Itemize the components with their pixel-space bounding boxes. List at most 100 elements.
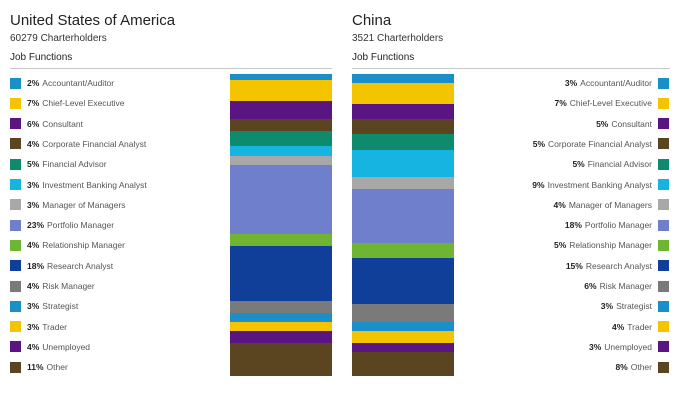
usa-bar-segment-other bbox=[230, 342, 332, 377]
china-legend-item-unemployed: 3% Unemployed bbox=[460, 340, 669, 354]
usa-legend-item-research-analyst: 18% Research Analyst bbox=[10, 259, 225, 273]
china-bar-segment-accountant-auditor bbox=[352, 74, 454, 84]
usa-legend-label: 3% Manager of Managers bbox=[27, 200, 125, 210]
china-legend-percent: 5% bbox=[596, 118, 609, 129]
china-legend-swatch bbox=[658, 341, 669, 353]
usa-bar-segment-relationship-manager bbox=[230, 234, 332, 247]
usa-legend-swatch bbox=[10, 118, 21, 130]
china-legend-percent: 8% bbox=[615, 362, 628, 373]
china-bar-segment-unemployed bbox=[352, 342, 454, 353]
usa-legend-label: 4% Corporate Financial Analyst bbox=[27, 139, 146, 149]
usa-legend-swatch bbox=[10, 260, 21, 272]
china-legend-label: 3% Accountant/Auditor bbox=[565, 78, 652, 88]
usa-legend-item-other: 11% Other bbox=[10, 360, 225, 374]
usa-legend-category: Portfolio Manager bbox=[47, 220, 115, 231]
usa-legend-percent: 5% bbox=[27, 159, 40, 170]
china-legend-label: 9% Investment Banking Analyst bbox=[532, 180, 652, 190]
china-legend-label: 5% Consultant bbox=[596, 119, 652, 129]
china-legend-percent: 3% bbox=[564, 78, 578, 88]
usa-bar-segment-investment-banking-analyst bbox=[230, 146, 332, 156]
usa-bar-segment-portfolio-manager bbox=[230, 164, 332, 235]
china-bar-segment-chief-level-executive bbox=[352, 83, 454, 105]
usa-legend-label: 6% Consultant bbox=[27, 119, 83, 129]
china-legend-swatch bbox=[658, 138, 669, 150]
usa-legend-percent: 3% bbox=[27, 321, 40, 332]
usa-legend-item-consultant: 6% Consultant bbox=[10, 117, 225, 131]
usa-bar-segment-chief-level-executive bbox=[230, 80, 332, 102]
usa-title: United States of America bbox=[10, 12, 176, 29]
china-legend-label: 6% Risk Manager bbox=[584, 281, 652, 291]
china-bar-segment-other bbox=[352, 351, 454, 377]
china-legend-percent: 3% bbox=[588, 341, 602, 352]
usa-legend-label: 2% Accountant/Auditor bbox=[27, 78, 114, 88]
china-legend-swatch bbox=[658, 239, 669, 251]
usa-legend-percent: 4% bbox=[27, 281, 40, 291]
china-legend-percent: 15% bbox=[565, 260, 583, 271]
china-bar-segment-financial-advisor bbox=[352, 134, 454, 150]
usa-legend-percent: 4% bbox=[27, 138, 40, 149]
china-legend-item-manager-of-managers: 4% Manager of Managers bbox=[460, 198, 669, 212]
usa-bar-segment-manager-of-managers bbox=[230, 155, 332, 165]
china-subtitle: 3521 Charterholders bbox=[352, 33, 444, 44]
china-legend-category: Trader bbox=[627, 321, 652, 332]
usa-legend-item-unemployed: 4% Unemployed bbox=[10, 340, 225, 354]
usa-legend-item-financial-advisor: 5% Financial Advisor bbox=[10, 157, 225, 171]
usa-legend-percent: 6% bbox=[27, 118, 40, 129]
china-legend-item-strategist: 3% Strategist bbox=[460, 299, 669, 313]
china-bar-segment-consultant bbox=[352, 104, 454, 120]
usa-legend-percent: 4% bbox=[27, 341, 40, 352]
china-legend-percent: 18% bbox=[564, 220, 582, 231]
china-legend-label: 4% Manager of Managers bbox=[554, 200, 652, 210]
usa-legend-label: 3% Trader bbox=[27, 322, 67, 332]
usa-legend-swatch bbox=[10, 300, 21, 312]
china-legend-category: Unemployed bbox=[604, 341, 652, 352]
usa-legend-category: Consultant bbox=[42, 118, 83, 129]
usa-legend-percent: 11% bbox=[27, 362, 44, 373]
china-legend-item-research-analyst: 15% Research Analyst bbox=[460, 259, 669, 273]
usa-bar-segment-risk-manager bbox=[230, 300, 332, 313]
usa-legend-swatch bbox=[10, 97, 21, 109]
china-legend-item-accountant-auditor: 3% Accountant/Auditor bbox=[460, 76, 669, 90]
china-bar-segment-corporate-financial-analyst bbox=[352, 119, 454, 135]
usa-legend-percent: 3% bbox=[27, 179, 40, 190]
china-legend-percent: 3% bbox=[600, 301, 614, 312]
usa-legend-label: 4% Risk Manager bbox=[27, 281, 95, 291]
china-legend-swatch bbox=[658, 97, 669, 109]
usa-legend-label: 18% Research Analyst bbox=[27, 261, 113, 271]
usa-subtitle: 60279 Charterholders bbox=[10, 33, 107, 44]
usa-legend-label: 3% Strategist bbox=[27, 301, 78, 311]
china-bar-segment-portfolio-manager bbox=[352, 188, 454, 244]
china-legend-category: Strategist bbox=[616, 301, 652, 312]
usa-legend-item-manager-of-managers: 3% Manager of Managers bbox=[10, 198, 225, 212]
usa-legend-swatch bbox=[10, 179, 21, 190]
usa-legend-item-risk-manager: 4% Risk Manager bbox=[10, 279, 225, 293]
china-legend-label: 8% Other bbox=[615, 362, 652, 372]
usa-legend-item-chief-level-executive: 7% Chief-Level Executive bbox=[10, 96, 225, 110]
china-legend-swatch bbox=[658, 361, 669, 373]
china-legend-item-other: 8% Other bbox=[460, 360, 669, 374]
usa-bar-segment-consultant bbox=[230, 101, 332, 120]
china-legend-percent: 5% bbox=[554, 240, 567, 251]
usa-legend-swatch bbox=[10, 280, 21, 292]
usa-legend-category: Unemployed bbox=[42, 341, 91, 352]
china-legend-item-portfolio-manager: 18% Portfolio Manager bbox=[460, 218, 669, 232]
china-legend-swatch bbox=[658, 118, 669, 130]
usa-legend-swatch bbox=[10, 199, 21, 211]
china-legend-label: 5% Relationship Manager bbox=[554, 240, 652, 250]
china-legend-swatch bbox=[658, 179, 669, 190]
china-bar-segment-investment-banking-analyst bbox=[352, 149, 454, 177]
china-legend-percent: 6% bbox=[584, 281, 597, 291]
usa-legend-label: 23% Portfolio Manager bbox=[27, 220, 114, 230]
usa-legend-item-relationship-manager: 4% Relationship Manager bbox=[10, 238, 225, 252]
usa-legend-percent: 3% bbox=[27, 199, 40, 210]
usa-legend-item-strategist: 3% Strategist bbox=[10, 299, 225, 313]
china-legend-percent: 5% bbox=[532, 138, 546, 149]
china-legend-percent: 7% bbox=[554, 98, 567, 109]
usa-legend-label: 4% Unemployed bbox=[27, 342, 90, 352]
usa-legend-category: Strategist bbox=[42, 301, 79, 312]
china-legend-label: 15% Research Analyst bbox=[566, 261, 652, 271]
china-legend-category: Portfolio Manager bbox=[584, 220, 652, 231]
china-bar-segment-relationship-manager bbox=[352, 243, 454, 259]
china-legend-item-corporate-financial-analyst: 5% Corporate Financial Analyst bbox=[460, 137, 669, 151]
china-legend-label: 18% Portfolio Manager bbox=[565, 220, 652, 230]
